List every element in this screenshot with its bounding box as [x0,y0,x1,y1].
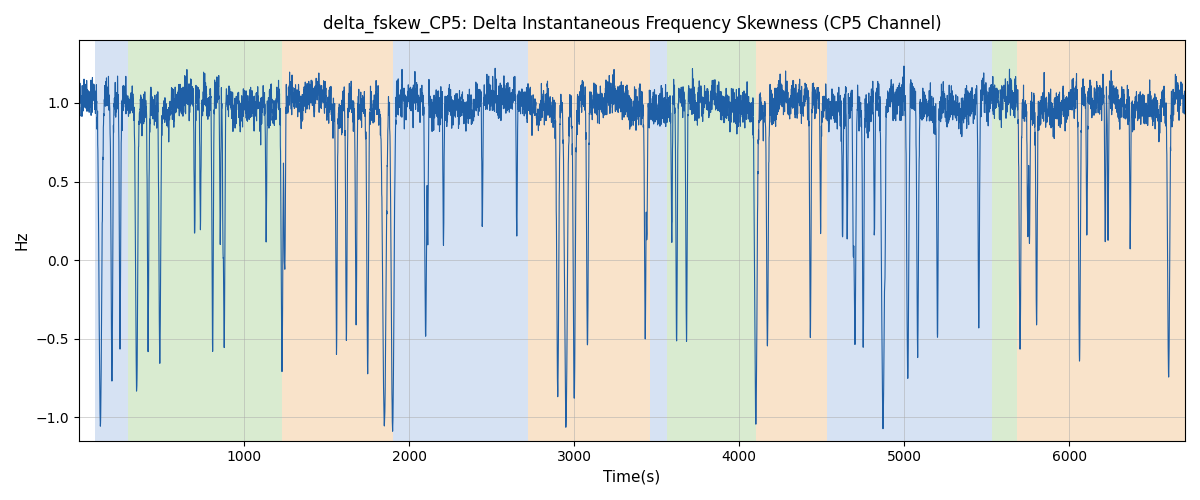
Bar [756,40,827,440]
Bar [992,40,1016,440]
Bar [650,40,667,440]
Bar [667,40,756,440]
Bar [1016,40,1186,440]
Bar [282,40,392,440]
Bar [96,40,128,440]
Bar [827,40,992,440]
Y-axis label: Hz: Hz [14,230,30,250]
Bar [128,40,282,440]
Title: delta_fskew_CP5: Delta Instantaneous Frequency Skewness (CP5 Channel): delta_fskew_CP5: Delta Instantaneous Fre… [323,15,941,34]
Bar [392,40,528,440]
Bar [528,40,650,440]
X-axis label: Time(s): Time(s) [604,470,660,485]
